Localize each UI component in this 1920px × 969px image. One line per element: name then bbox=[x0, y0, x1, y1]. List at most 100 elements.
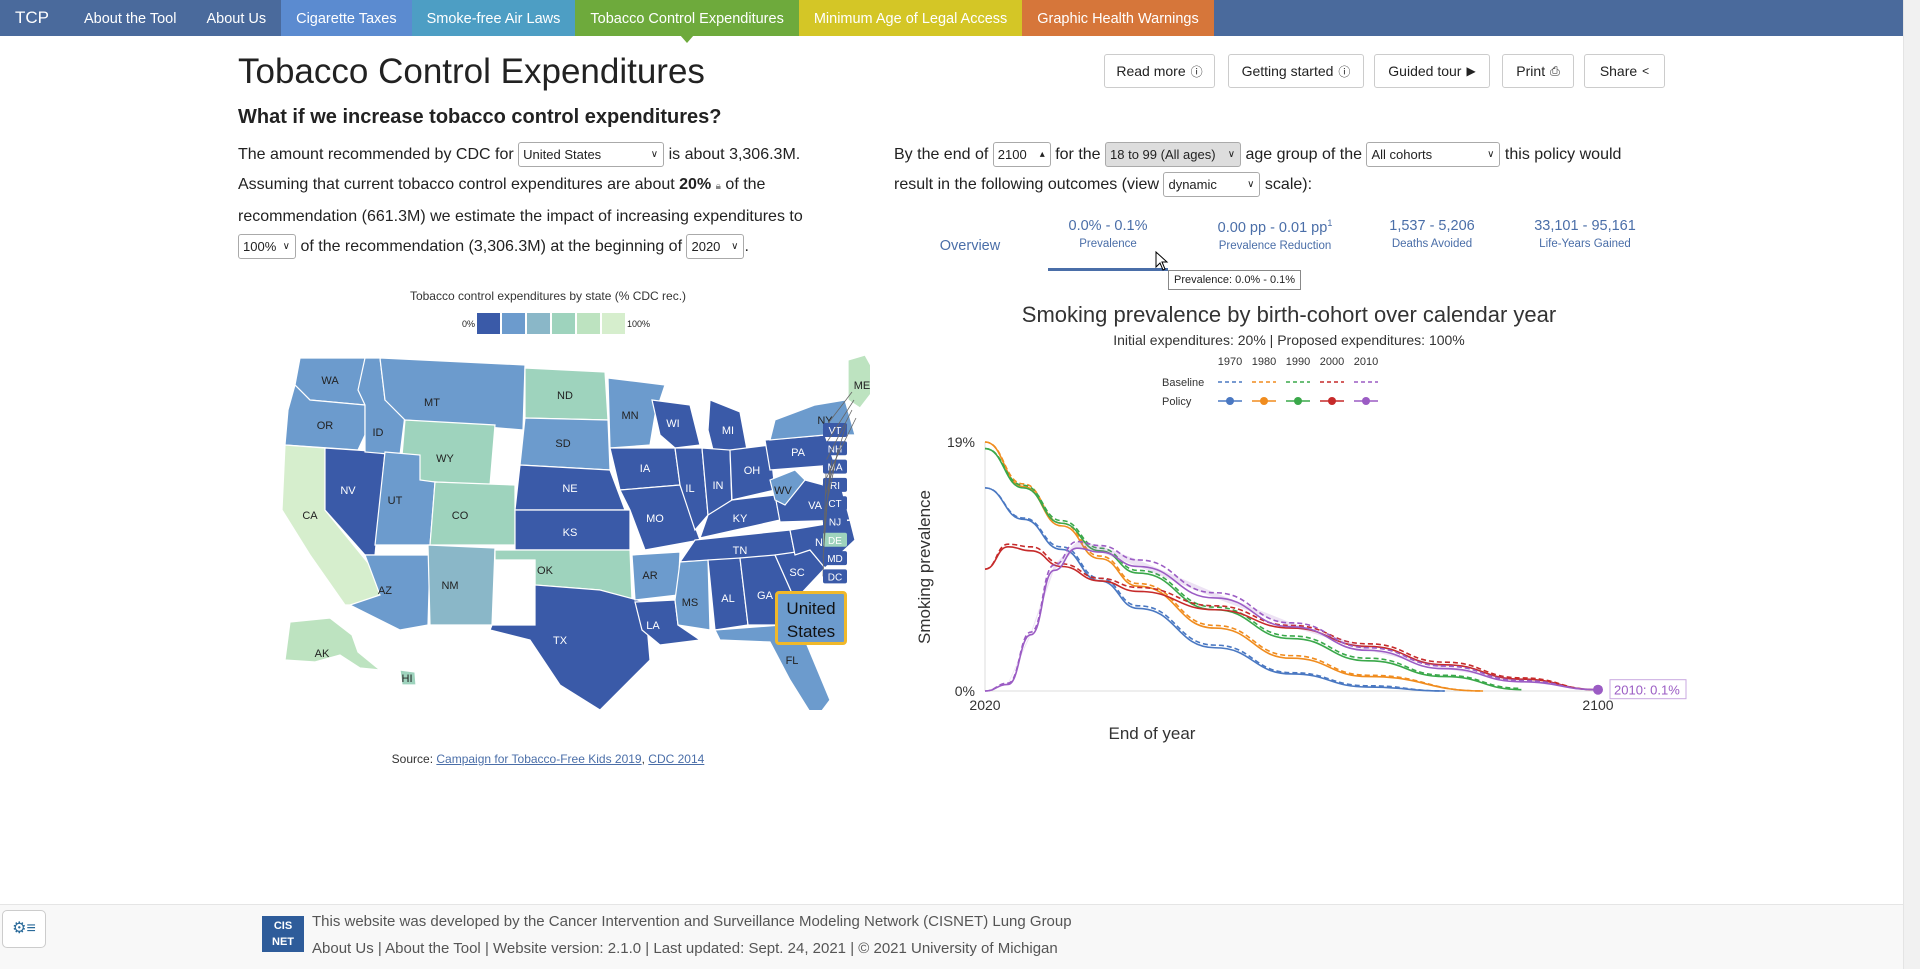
policy-line-1970[interactable] bbox=[984, 487, 1445, 692]
state-label: FL bbox=[786, 655, 799, 667]
state-label: RI bbox=[830, 481, 840, 492]
text-of-recommendation: of the recommendation (3,306.3M) at the … bbox=[300, 238, 683, 255]
age-group-select[interactable]: 18 to 99 (All ages) ∨ bbox=[1105, 142, 1242, 168]
legend-min: 0% bbox=[462, 318, 476, 329]
getting-started-button[interactable]: Getting started ⓘ bbox=[1228, 54, 1364, 88]
tab-graphic-warnings[interactable]: Graphic Health Warnings bbox=[1022, 0, 1214, 36]
chart-axes: 0% 19% 2020 2100 bbox=[947, 434, 1614, 713]
state-label: AL bbox=[721, 593, 734, 605]
print-button[interactable]: Print ⎙ bbox=[1502, 54, 1574, 88]
state-ms[interactable] bbox=[674, 559, 711, 631]
text-of-the: of the bbox=[725, 176, 766, 193]
tab-about-us[interactable]: About Us bbox=[191, 0, 282, 36]
end-point-marker[interactable] bbox=[1593, 684, 1603, 695]
baseline-line-1990[interactable] bbox=[984, 447, 1522, 690]
accessibility-menu-button[interactable]: ⚙≡ bbox=[2, 910, 46, 948]
state-label: ID bbox=[373, 427, 384, 439]
read-more-button[interactable]: Read more ⓘ bbox=[1104, 54, 1215, 88]
state-label: NH bbox=[828, 444, 842, 455]
info-icon: ⓘ bbox=[1190, 64, 1203, 79]
tab-life-years-gained[interactable]: 33,101 - 95,161 Life-Years Gained bbox=[1520, 218, 1650, 250]
state-wi[interactable] bbox=[651, 399, 701, 449]
scenario-description: The amount recommended by CDC for United… bbox=[238, 140, 858, 262]
footer-about-tool-link[interactable]: About the Tool bbox=[385, 940, 481, 957]
start-year-value: 2020 bbox=[691, 239, 721, 255]
chevron-down-icon: ∨ bbox=[650, 149, 659, 161]
text-assuming: Assuming that current tobacco control ex… bbox=[238, 176, 675, 193]
text-period: . bbox=[744, 238, 749, 255]
text-amount: is about 3,306.3M. bbox=[668, 146, 801, 163]
baseline-line-1980[interactable] bbox=[984, 441, 1484, 692]
footer-about-us-link[interactable]: About Us bbox=[312, 940, 374, 957]
baseline-line-1970[interactable] bbox=[984, 487, 1445, 692]
source-link-cdc[interactable]: CDC 2014 bbox=[648, 752, 705, 766]
tab-prevalence[interactable]: 0.0% - 0.1% Prevalence bbox=[1048, 218, 1168, 250]
start-year-select[interactable]: 2020 ∨ bbox=[686, 234, 745, 260]
state-label: MN bbox=[621, 410, 638, 422]
state-me[interactable] bbox=[847, 354, 870, 409]
text-policy-would: this policy would bbox=[1504, 146, 1622, 163]
state-label: OR bbox=[317, 420, 334, 432]
state-label: MA bbox=[828, 463, 843, 474]
cohort-value: All cohorts bbox=[1371, 147, 1433, 163]
lyg-label: Life-Years Gained bbox=[1539, 238, 1631, 250]
tab-about-tool[interactable]: About the Tool bbox=[69, 0, 192, 36]
tab-overview[interactable]: Overview bbox=[910, 238, 1030, 254]
state-mn[interactable] bbox=[607, 377, 666, 449]
share-button[interactable]: Share < bbox=[1584, 54, 1665, 88]
legend-cohort-label: 1980 bbox=[1252, 356, 1276, 368]
state-label: DC bbox=[828, 572, 842, 583]
end-year-spinner[interactable]: 2100 ▴ bbox=[992, 142, 1051, 168]
state-il[interactable] bbox=[674, 447, 709, 532]
cisnet-link[interactable]: CISNET bbox=[928, 913, 984, 930]
cohort-select[interactable]: All cohorts ∨ bbox=[1366, 142, 1501, 168]
state-ak[interactable] bbox=[284, 617, 382, 671]
lung-group-link[interactable]: Lung Group bbox=[992, 913, 1072, 930]
tab-tobacco-control-expenditures[interactable]: Tobacco Control Expenditures bbox=[575, 0, 799, 43]
state-dc[interactable] bbox=[823, 569, 847, 584]
page-scrollbar[interactable] bbox=[1903, 0, 1920, 969]
legend-policy-marker bbox=[1294, 397, 1302, 405]
text-result-following: result in the following outcomes (view bbox=[894, 176, 1160, 193]
tab-smoke-free-air[interactable]: Smoke-free Air Laws bbox=[411, 0, 576, 36]
cisnet-logo[interactable]: CIS NET bbox=[262, 916, 304, 952]
source-link-tfk[interactable]: Campaign for Tobacco-Free Kids 2019 bbox=[436, 752, 642, 766]
state-md[interactable] bbox=[823, 551, 847, 566]
state-label: WY bbox=[436, 453, 454, 465]
guided-tour-button[interactable]: Guided tour ▶ bbox=[1374, 54, 1490, 88]
policy-line-2010[interactable] bbox=[984, 547, 1599, 692]
state-nj[interactable] bbox=[823, 514, 847, 529]
state-mo[interactable] bbox=[619, 484, 701, 551]
state-nm[interactable] bbox=[427, 544, 496, 626]
label-leader-line bbox=[822, 399, 855, 449]
target-pct-select[interactable]: 100% ∨ bbox=[238, 234, 296, 260]
state-label: DE bbox=[828, 536, 842, 547]
baseline-line-2010[interactable] bbox=[984, 540, 1599, 692]
state-label: CA bbox=[302, 510, 318, 522]
state-ma[interactable] bbox=[823, 459, 847, 474]
tab-prevalence-reduction[interactable]: 0.00 pp - 0.01 pp1 Prevalence Reduction bbox=[1200, 218, 1350, 252]
policy-line-1990[interactable] bbox=[984, 447, 1522, 691]
state-nh[interactable] bbox=[823, 441, 847, 456]
united-states-button[interactable]: United States bbox=[775, 591, 847, 645]
chart-series: 2010: 0.1% bbox=[984, 441, 1687, 700]
state-ct[interactable] bbox=[823, 496, 847, 511]
state-wv[interactable] bbox=[769, 469, 806, 506]
baseline-line-2000[interactable] bbox=[984, 543, 1599, 691]
state-hi[interactable] bbox=[399, 669, 417, 686]
state-tx[interactable] bbox=[489, 560, 651, 710]
state-label: NM bbox=[441, 580, 458, 592]
footnote-1[interactable]: 1 bbox=[1327, 218, 1333, 228]
state-or[interactable] bbox=[284, 383, 366, 451]
tab-minimum-age[interactable]: Minimum Age of Legal Access bbox=[798, 0, 1023, 36]
state-select[interactable]: United States ∨ bbox=[518, 142, 665, 168]
policy-line-2000[interactable] bbox=[984, 546, 1599, 691]
tab-deaths-avoided[interactable]: 1,537 - 5,206 Deaths Avoided bbox=[1372, 218, 1492, 250]
state-de[interactable] bbox=[823, 532, 847, 547]
chart-legend: 1970 1980 1990 2000 2010 Baseline Policy bbox=[1162, 356, 1378, 408]
tab-cigarette-taxes[interactable]: Cigarette Taxes bbox=[281, 0, 412, 36]
brand-logo[interactable]: TCP bbox=[15, 8, 49, 27]
scale-select[interactable]: dynamic ∨ bbox=[1163, 172, 1261, 198]
state-co[interactable] bbox=[429, 481, 516, 546]
state-select-value: United States bbox=[523, 147, 602, 163]
